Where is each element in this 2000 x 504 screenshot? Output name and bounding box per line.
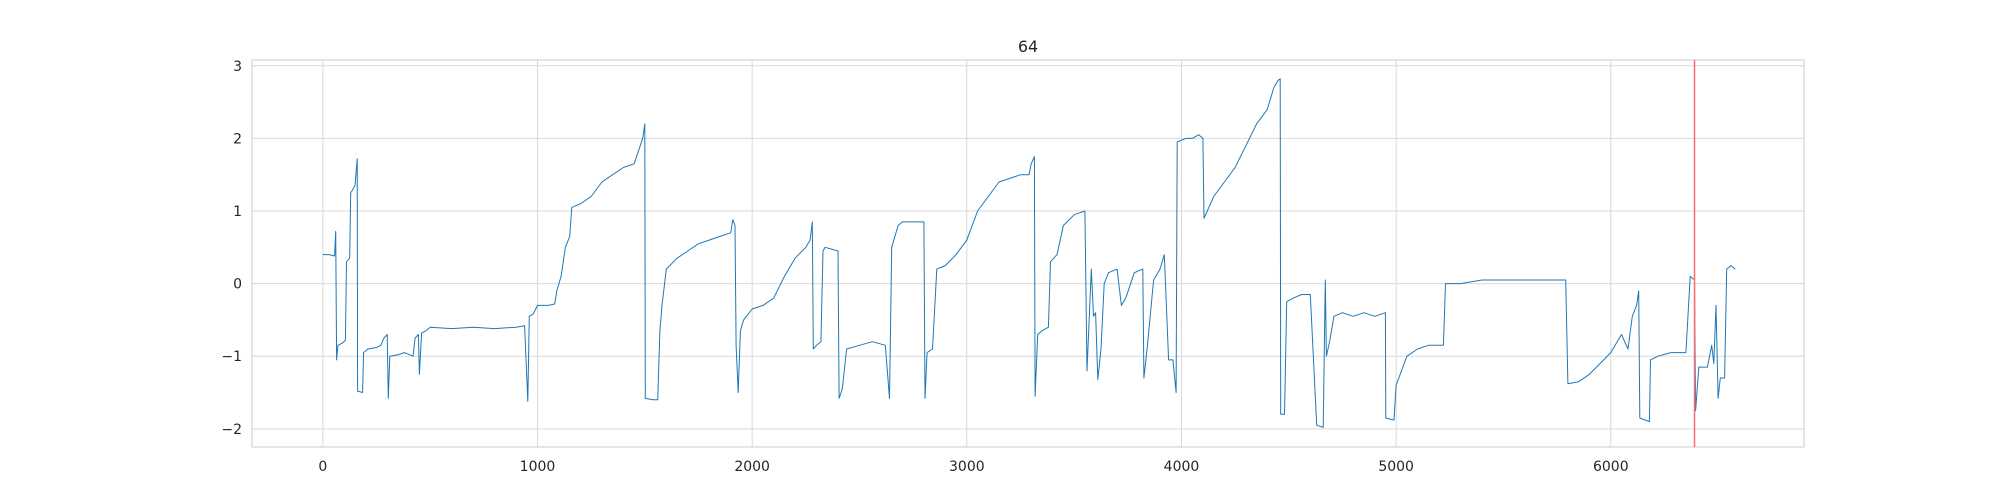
chart-title: 64 [1018,37,1038,56]
y-tick-label: −1 [221,349,242,365]
x-tick-label: 2000 [734,459,770,475]
x-tick-label: 1000 [520,459,556,475]
y-tick-label: 0 [233,277,242,293]
gridlines [252,60,1804,447]
x-tick-label: 4000 [1164,459,1200,475]
series-line [322,78,1736,428]
series-layer [322,78,1736,428]
y-tick-label: 1 [233,204,242,220]
y-tick-label: −2 [221,422,242,438]
x-tick-label: 6000 [1593,459,1629,475]
plot-area-frame [251,59,1805,448]
x-axis-tick-labels: 0 1000 2000 3000 4000 5000 6000 [318,459,1628,475]
y-tick-label: 3 [233,59,242,75]
y-axis-tick-labels: −2 −1 0 1 2 3 [221,59,242,438]
x-tick-label: 5000 [1378,459,1414,475]
y-tick-label: 2 [233,131,242,147]
x-tick-label: 0 [318,459,327,475]
x-tick-label: 3000 [949,459,985,475]
